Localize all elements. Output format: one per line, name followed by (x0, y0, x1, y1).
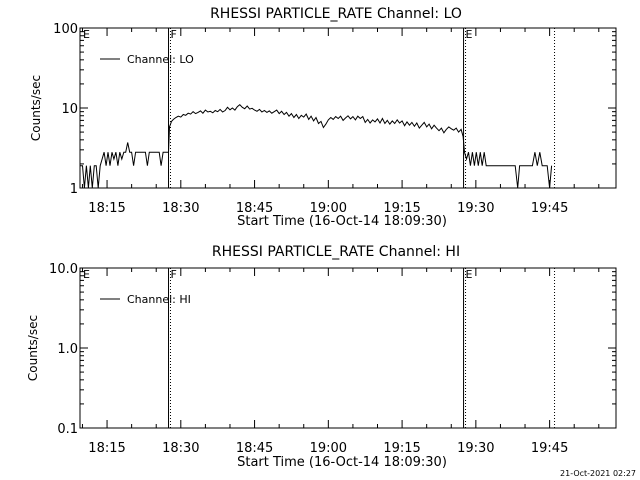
legend-label: Channel: HI (127, 293, 191, 306)
x-tick-label: 19:15 (383, 201, 420, 216)
legend-label: Channel: LO (127, 53, 194, 66)
x-tick-label: 18:45 (236, 201, 273, 216)
y-tick-label: 0.1 (57, 422, 78, 437)
footer-timestamp: 21-Oct-2021 02:27 (560, 469, 636, 478)
panel-hi: RHESSI PARTICLE_RATE Channel: HI Start Ti… (26, 244, 617, 470)
x-axis-label: Start Time (16-Oct-14 18:09:30) (237, 214, 447, 229)
event-marker-label: E (466, 28, 473, 41)
y-tick-label: 1 (70, 182, 78, 197)
event-marker-label: F (171, 28, 177, 41)
y-tick-label: 100 (53, 22, 78, 37)
x-tick-label: 18:15 (88, 201, 125, 216)
chart-title: RHESSI PARTICLE_RATE Channel: HI (212, 244, 460, 260)
x-tick-label: 19:30 (457, 201, 494, 216)
series-line (80, 104, 553, 189)
x-tick-label: 19:45 (531, 201, 568, 216)
x-tick-label: 19:45 (531, 441, 568, 456)
chart-title: RHESSI PARTICLE_RATE Channel: LO (210, 6, 462, 22)
x-tick-label: 18:45 (236, 441, 273, 456)
panel-lo: RHESSI PARTICLE_RATE Channel: LO Start Ti… (29, 6, 617, 229)
x-tick-label: 18:15 (88, 441, 125, 456)
x-tick-label: 19:15 (383, 441, 420, 456)
y-axis-label: Counts/sec (29, 75, 43, 141)
event-marker-label: E (83, 268, 90, 281)
x-axis-label: Start Time (16-Oct-14 18:09:30) (237, 455, 447, 470)
x-tick-label: 18:30 (162, 201, 199, 216)
event-marker-label: E (466, 268, 473, 281)
y-tick-label: 1.0 (57, 342, 78, 357)
y-tick-label: 10 (61, 102, 78, 117)
y-axis-label: Counts/sec (26, 315, 40, 381)
x-tick-label: 19:00 (310, 441, 347, 456)
x-tick-label: 19:00 (310, 201, 347, 216)
event-marker-label: E (83, 28, 90, 41)
x-tick-label: 18:30 (162, 441, 199, 456)
event-marker-label: F (171, 268, 177, 281)
y-tick-label: 10.0 (49, 262, 78, 277)
x-tick-label: 19:30 (457, 441, 494, 456)
plot-frame (79, 267, 617, 429)
